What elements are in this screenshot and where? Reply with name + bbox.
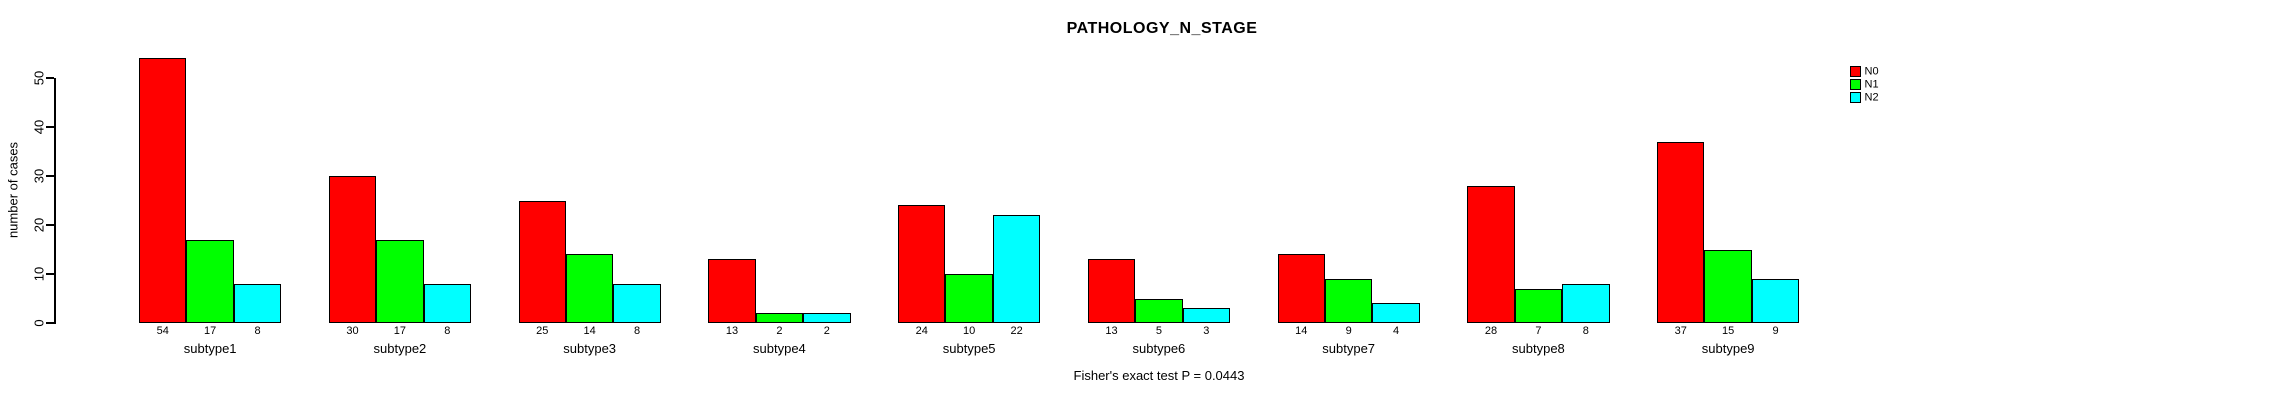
- bar-value-label-N1-subtype3: 14: [583, 325, 596, 337]
- bar-N2-subtype1: [233, 283, 282, 323]
- legend-label-N2: N2: [1864, 91, 1879, 103]
- y-tick-mark-50: [46, 77, 54, 79]
- bar-value-label-N1-subtype6: 5: [1155, 325, 1162, 337]
- legend-swatch-N2: [1850, 92, 1861, 103]
- category-label-subtype8: subtype8: [1512, 341, 1565, 356]
- bar-value-label-N2-subtype2: 8: [444, 325, 451, 337]
- bar-value-label-N1-subtype9: 15: [1722, 325, 1735, 337]
- bar-value-label-N1-subtype7: 9: [1345, 325, 1352, 337]
- bar-value-label-N2-subtype3: 8: [634, 325, 641, 337]
- category-label-subtype9: subtype9: [1701, 341, 1755, 356]
- bar-N2-subtype2: [423, 283, 472, 323]
- category-label-subtype3: subtype3: [563, 341, 617, 356]
- bar-value-label-N1-subtype5: 10: [963, 325, 976, 337]
- category-label-subtype6: subtype6: [1132, 341, 1186, 356]
- bar-N0-subtype3: [518, 200, 566, 323]
- legend-swatch-N1: [1850, 79, 1861, 90]
- fisher-test-annotation: Fisher's exact test P = 0.0443: [1073, 368, 1245, 383]
- bar-N1-subtype8: [1514, 288, 1563, 323]
- bar-N1-subtype9: [1704, 249, 1752, 323]
- category-label-subtype7: subtype7: [1322, 341, 1376, 356]
- bar-N0-subtype8: [1467, 185, 1515, 323]
- y-tick-label-10: 10: [31, 266, 47, 282]
- bar-N2-subtype9: [1751, 278, 1800, 323]
- bar-value-label-N0-subtype2: 30: [346, 325, 359, 337]
- bar-value-label-N1-subtype1: 17: [204, 325, 217, 337]
- bar-value-label-N2-subtype4: 2: [823, 325, 830, 337]
- bar-value-label-N2-subtype5: 22: [1010, 325, 1023, 337]
- bar-value-label-N0-subtype7: 14: [1295, 325, 1308, 337]
- bar-N0-subtype7: [1277, 254, 1325, 323]
- y-axis-line: [54, 78, 56, 324]
- bar-N2-subtype4: [803, 313, 851, 323]
- bar-N1-subtype2: [376, 239, 424, 323]
- bar-value-label-N1-subtype4: 2: [776, 325, 783, 337]
- bar-value-label-N0-subtype9: 37: [1674, 325, 1687, 337]
- y-axis-label: number of cases: [5, 141, 21, 239]
- legend-label-N1: N1: [1864, 78, 1879, 90]
- bar-value-label-N0-subtype6: 13: [1105, 325, 1118, 337]
- bar-value-label-N0-subtype5: 24: [915, 325, 928, 337]
- bar-N1-subtype1: [186, 239, 234, 323]
- y-tick-label-30: 30: [31, 168, 47, 184]
- bar-N0-subtype9: [1657, 141, 1705, 323]
- bar-N1-subtype5: [945, 274, 993, 323]
- bar-N2-subtype6: [1182, 308, 1231, 323]
- y-tick-mark-0: [46, 322, 54, 324]
- bar-value-label-N1-subtype2: 17: [393, 325, 407, 337]
- y-tick-mark-10: [46, 273, 54, 275]
- category-label-subtype2: subtype2: [373, 341, 427, 356]
- bar-N0-subtype2: [328, 176, 377, 323]
- bar-value-label-N1-subtype8: 7: [1535, 325, 1542, 337]
- y-tick-label-0: 0: [31, 319, 47, 327]
- bar-N1-subtype6: [1135, 298, 1183, 323]
- bar-value-label-N0-subtype4: 13: [725, 325, 739, 337]
- category-label-subtype4: subtype4: [753, 341, 806, 356]
- category-label-subtype1: subtype1: [183, 341, 237, 356]
- bar-N1-subtype3: [565, 254, 614, 323]
- bar-value-label-N0-subtype8: 28: [1484, 325, 1498, 337]
- y-tick-mark-40: [46, 126, 54, 128]
- y-tick-label-50: 50: [31, 70, 47, 86]
- bar-value-label-N2-subtype9: 9: [1772, 325, 1779, 337]
- bar-N2-subtype8: [1562, 283, 1610, 323]
- y-tick-label-40: 40: [31, 119, 47, 135]
- bar-value-label-N2-subtype1: 8: [254, 325, 261, 337]
- bar-N0-subtype5: [898, 205, 946, 323]
- bar-N2-subtype3: [613, 283, 661, 323]
- bar-N2-subtype5: [992, 215, 1041, 323]
- bar-value-label-N2-subtype6: 3: [1203, 325, 1210, 337]
- bar-N1-subtype4: [755, 313, 804, 323]
- y-tick-mark-30: [46, 175, 54, 177]
- legend-label-N0: N0: [1864, 65, 1879, 77]
- bar-N0-subtype6: [1087, 259, 1136, 323]
- y-tick-label-20: 20: [31, 217, 47, 233]
- bar-value-label-N0-subtype3: 25: [536, 325, 549, 337]
- chart-title: PATHOLOGY_N_STAGE: [1066, 20, 1258, 37]
- bar-value-label-N0-subtype1: 54: [156, 325, 169, 337]
- y-tick-mark-20: [46, 224, 54, 226]
- bar-N0-subtype4: [708, 259, 756, 323]
- bar-N2-subtype7: [1372, 303, 1420, 323]
- bar-N0-subtype1: [139, 58, 187, 323]
- bar-N1-subtype7: [1324, 278, 1373, 323]
- category-label-subtype5: subtype5: [942, 341, 996, 356]
- bar-value-label-N2-subtype7: 4: [1393, 325, 1400, 337]
- bar-value-label-N2-subtype8: 8: [1582, 325, 1589, 337]
- legend-swatch-N0: [1850, 66, 1861, 77]
